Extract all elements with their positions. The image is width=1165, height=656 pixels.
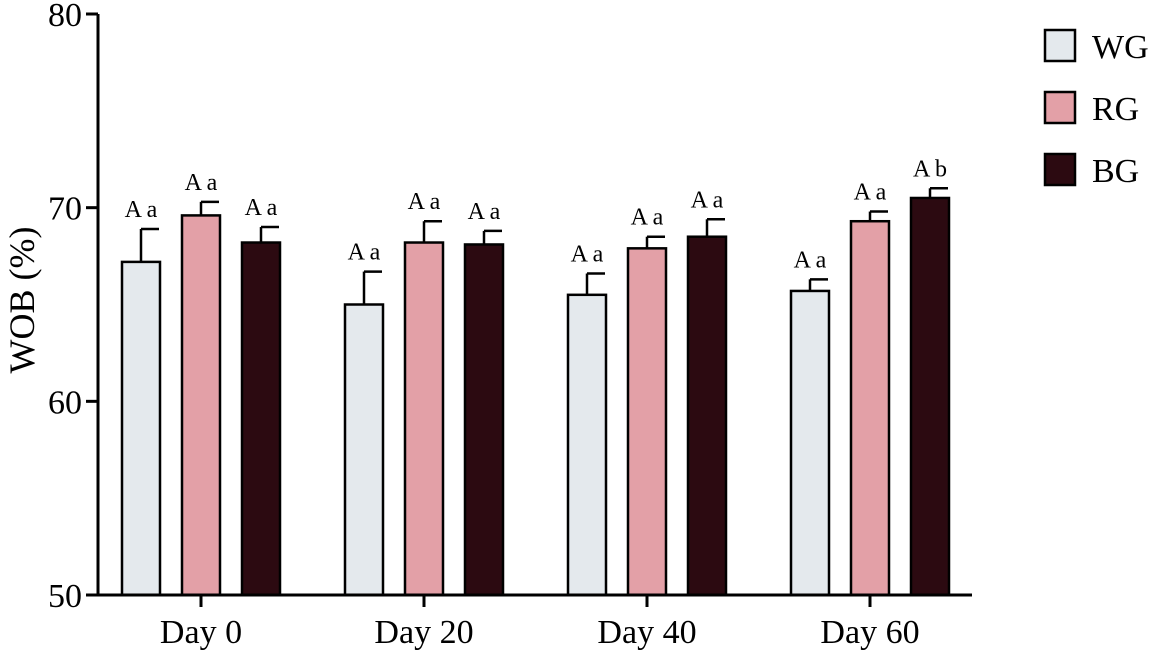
y-ticks-layer: 50 60 70 80 bbox=[48, 0, 98, 615]
significance-label: A a bbox=[348, 240, 381, 266]
x-categories-layer: Day 0 Day 20 Day 40 Day 60 bbox=[160, 595, 920, 651]
x-category-label: Day 40 bbox=[597, 614, 696, 651]
significance-label: A a bbox=[794, 247, 827, 273]
bar-wg bbox=[343, 303, 385, 597]
bar-wg bbox=[566, 293, 608, 597]
significance-label: A a bbox=[631, 205, 664, 231]
significance-label: A a bbox=[408, 189, 441, 215]
bar-bg bbox=[240, 241, 282, 597]
error-bars-layer bbox=[139, 187, 948, 305]
x-category-label: Day 60 bbox=[820, 614, 919, 651]
significance-label: A a bbox=[125, 197, 158, 223]
bar-rg bbox=[180, 214, 222, 597]
legend: WG RG BG bbox=[1043, 28, 1149, 190]
legend-swatch-bg bbox=[1043, 152, 1077, 187]
y-tick-label: 50 bbox=[48, 578, 82, 615]
bar-rg bbox=[403, 241, 445, 597]
legend-swatch-rg bbox=[1043, 90, 1077, 125]
bar-rg bbox=[626, 247, 668, 597]
x-category-label: Day 0 bbox=[160, 614, 242, 651]
significance-label: A a bbox=[691, 187, 724, 213]
bar-bg bbox=[463, 243, 505, 597]
bar-bg bbox=[909, 196, 951, 597]
bar-bg bbox=[686, 235, 728, 597]
legend-label-rg: RG bbox=[1092, 91, 1139, 128]
significance-labels-layer: A a A a A a A a A a A a A a A a A a A a A a A b bbox=[125, 156, 947, 273]
x-category-label: Day 20 bbox=[374, 614, 473, 651]
legend-swatch-wg bbox=[1043, 28, 1077, 63]
y-tick-label: 70 bbox=[48, 191, 82, 228]
y-tick-label: 60 bbox=[48, 384, 82, 421]
significance-label: A a bbox=[185, 170, 218, 196]
bar-wg bbox=[120, 260, 162, 597]
significance-label: A a bbox=[468, 199, 501, 225]
significance-label: A a bbox=[854, 180, 887, 206]
significance-label: A a bbox=[245, 195, 278, 221]
legend-label-wg: WG bbox=[1092, 29, 1149, 66]
y-axis-title: WOB (%) bbox=[2, 227, 42, 374]
bar-wg bbox=[789, 289, 831, 597]
significance-label: A b bbox=[913, 156, 947, 182]
bar-rg bbox=[849, 219, 891, 597]
legend-label-bg: BG bbox=[1092, 153, 1139, 190]
significance-label: A a bbox=[571, 242, 604, 268]
y-tick-label: 80 bbox=[48, 0, 82, 34]
